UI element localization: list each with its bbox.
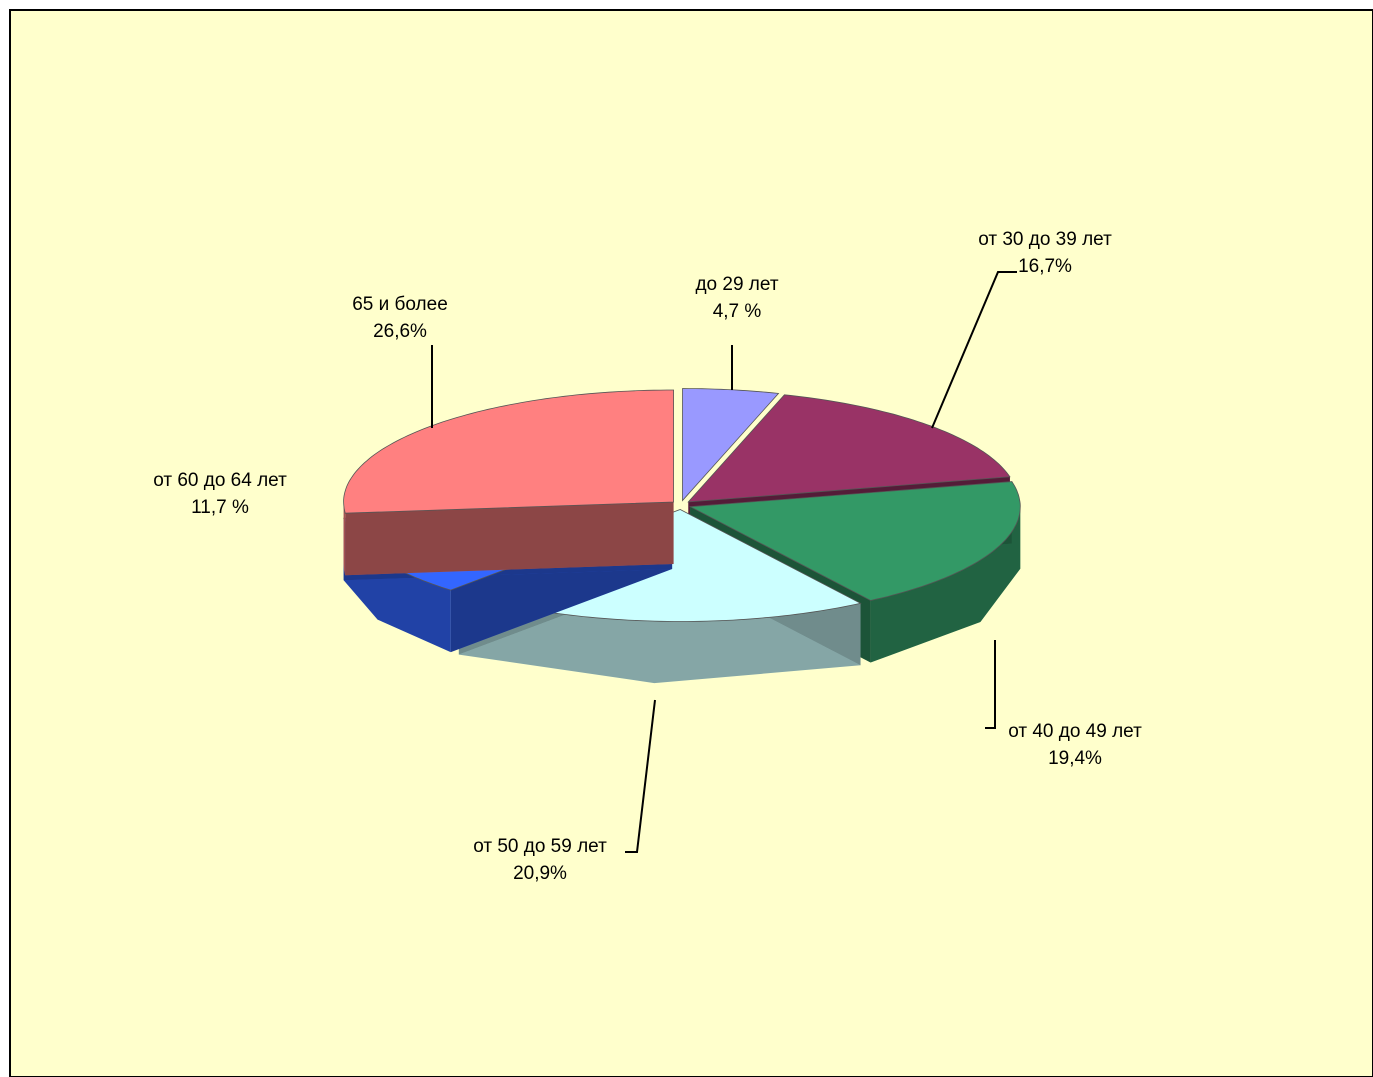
leader-line bbox=[625, 699, 656, 853]
slice-value-label: 16,7% bbox=[1018, 256, 1072, 277]
slice-face-shade bbox=[345, 501, 674, 576]
slice-label: от 60 до 64 лет bbox=[153, 470, 287, 491]
slice-value-label: 11,7 % bbox=[191, 497, 249, 518]
slice-label: от 50 до 59 лет bbox=[473, 836, 607, 857]
slice-value-label: 19,4% bbox=[1048, 748, 1102, 769]
slice-side-shade bbox=[343, 518, 451, 653]
slice-label: от 30 до 39 лет bbox=[978, 229, 1112, 250]
slice-side bbox=[343, 502, 346, 576]
slice-side bbox=[343, 518, 451, 653]
slice-face bbox=[345, 501, 674, 576]
slice-top bbox=[343, 389, 675, 514]
slice-side bbox=[870, 506, 1021, 663]
slice-value-label: 26,6% bbox=[373, 321, 427, 342]
slice-top bbox=[687, 394, 1011, 503]
slice-top bbox=[688, 481, 1021, 601]
leader-line bbox=[985, 640, 996, 729]
slice bbox=[343, 389, 675, 576]
slice-label: 65 и более bbox=[352, 294, 448, 315]
slice-side-shade bbox=[870, 506, 1021, 663]
slice-label: от 40 до 49 лет bbox=[1008, 721, 1142, 742]
slice-side-shade bbox=[343, 502, 346, 576]
leader-line bbox=[931, 271, 1017, 429]
slice-value-label: 20,9% bbox=[513, 863, 567, 884]
slice-label: до 29 лет bbox=[695, 274, 778, 295]
slice-value-label: 4,7 % bbox=[713, 301, 762, 322]
